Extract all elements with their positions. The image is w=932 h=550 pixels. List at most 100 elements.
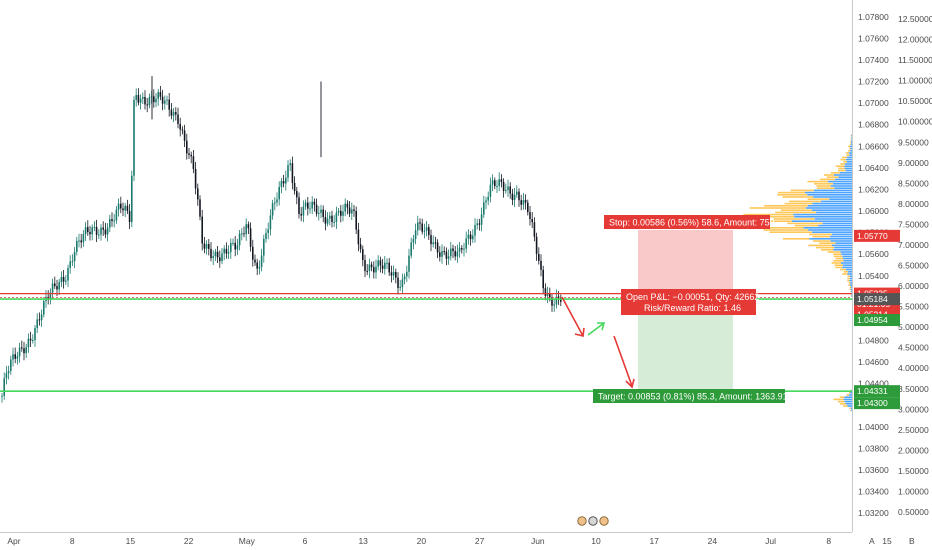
volume-bar-down — [773, 218, 815, 220]
price-label-box — [854, 314, 900, 327]
arrow-down-1-head — [574, 327, 585, 337]
candle-body — [177, 114, 179, 125]
volume-bar-down — [823, 174, 834, 176]
candle-body — [208, 244, 210, 249]
candle-body — [241, 233, 243, 235]
volume-bar-down — [849, 286, 851, 288]
time-tick-label: 15 — [126, 536, 136, 546]
candle-body — [271, 203, 274, 216]
volume-bar-up — [851, 139, 852, 141]
volume-bar-up — [833, 174, 852, 176]
candle-body — [447, 256, 450, 259]
event-icon[interactable] — [588, 516, 598, 526]
candle-body — [377, 260, 379, 267]
candle-body — [115, 209, 118, 221]
volume-bar-down — [784, 202, 813, 205]
volume-bar-down — [842, 273, 848, 275]
price-label: 1.04300 — [857, 398, 888, 408]
event-icons[interactable] — [577, 516, 609, 526]
time-tick-label: 20 — [417, 536, 427, 546]
candle-body — [258, 266, 261, 269]
volume-bar-up — [822, 222, 852, 225]
candle-body — [480, 214, 483, 225]
candle-body — [355, 210, 357, 230]
candle-body — [166, 99, 168, 101]
volume-bar-up — [849, 277, 852, 280]
price-tick-label: 1.07400 — [858, 55, 889, 65]
axis-buttons[interactable]: A B — [869, 536, 915, 546]
price-axis[interactable]: 1.07800 1.07600 1.07400 1.07200 1.07000 1.068… — [858, 12, 889, 518]
candle-body — [82, 233, 85, 243]
volume-bar-up — [844, 400, 852, 403]
secondary-tick-label: 7.50000 — [898, 219, 929, 229]
candle-body — [318, 212, 320, 214]
arrow-down-1 — [561, 296, 584, 337]
axis-button-a[interactable]: A — [869, 536, 875, 546]
volume-bar-down — [777, 194, 808, 196]
candle-body — [489, 184, 492, 197]
price-tick-label: 1.07800 — [858, 12, 889, 22]
event-icon[interactable] — [599, 516, 609, 526]
volume-bar-down — [846, 154, 850, 156]
price-tick-label: 1.05600 — [858, 249, 889, 259]
secondary-tick-label: 12.50000 — [898, 14, 932, 24]
volume-bar-up — [845, 169, 852, 172]
secondary-tick-label: 8.50000 — [898, 178, 929, 188]
volume-bar-up — [829, 235, 852, 238]
candle-body — [175, 112, 177, 115]
candle-body — [324, 216, 327, 224]
price-tick-label: 1.07200 — [858, 77, 889, 87]
volume-bar-up — [840, 251, 852, 253]
volume-bar-down — [835, 266, 843, 269]
candle-body — [181, 129, 184, 131]
candle-body — [16, 356, 19, 359]
candle-body — [95, 226, 98, 235]
candle-body — [304, 202, 307, 207]
candle-body — [230, 242, 232, 253]
candle-body — [128, 210, 131, 223]
volume-bar-up — [833, 249, 852, 251]
time-tick-label: 22 — [184, 536, 194, 546]
volume-bar-up — [844, 167, 852, 170]
axes — [0, 0, 853, 533]
candle-body — [340, 210, 342, 216]
event-icon[interactable] — [577, 516, 587, 526]
volume-bar-down — [743, 213, 794, 216]
candle-body — [513, 194, 516, 201]
time-axis[interactable]: Apr 8 15 22 May 6 13 20 27 Jun 10 17 24 Jul 8 15 — [7, 536, 892, 546]
candle-body — [289, 163, 291, 166]
candle-body — [546, 293, 549, 296]
candle-body — [436, 242, 439, 253]
secondary-axis[interactable]: 12.50000 12.00000 11.50000 11.00000 10.50000… — [898, 14, 932, 517]
volume-bar-down — [789, 200, 821, 203]
candle-body — [225, 248, 228, 254]
candle-body — [331, 215, 333, 223]
axis-button-b[interactable]: B — [909, 536, 915, 546]
candle-body — [3, 378, 5, 396]
price-label: 1.05770 — [857, 231, 888, 241]
candle-body — [190, 154, 192, 157]
candle-body — [478, 223, 481, 225]
candle-body — [538, 253, 540, 261]
volume-bar-up — [838, 176, 852, 178]
price-tick-label: 1.03600 — [858, 465, 889, 475]
candle-body — [364, 260, 366, 272]
volume-bar-down — [847, 277, 850, 280]
arrow-down-2 — [613, 335, 633, 387]
candle-body — [23, 348, 25, 354]
volume-bar-up — [849, 154, 852, 156]
candle-body — [315, 204, 318, 214]
candle-body — [456, 251, 459, 257]
pnl-label-box — [621, 289, 756, 315]
candle-body — [423, 230, 426, 232]
candle-body — [205, 244, 208, 249]
candle-body — [454, 251, 456, 257]
candle-body — [296, 191, 298, 198]
candle-body — [36, 319, 38, 329]
candle-body — [282, 180, 285, 184]
candle-body — [14, 354, 16, 359]
volume-bar-down — [849, 147, 851, 150]
candle-body — [139, 98, 142, 103]
volume-bar-up — [809, 238, 852, 240]
